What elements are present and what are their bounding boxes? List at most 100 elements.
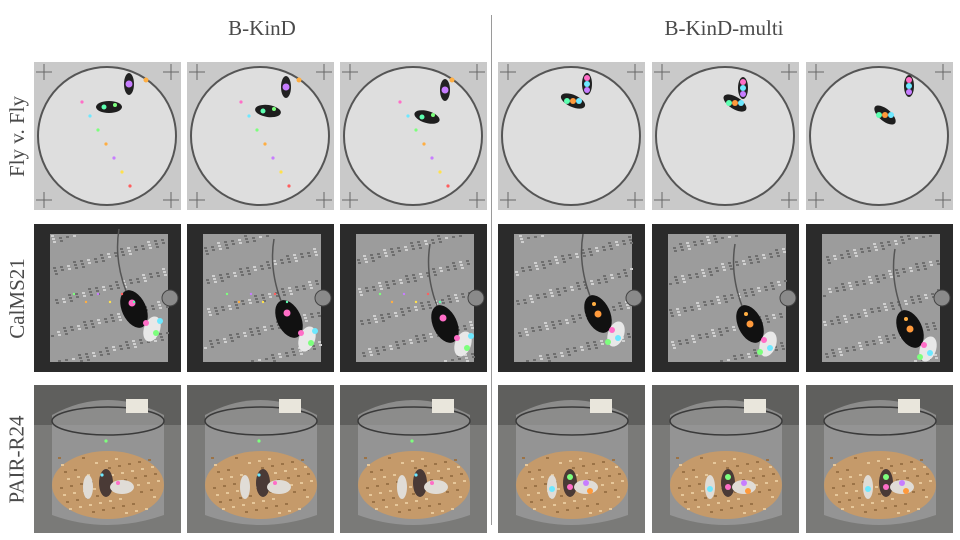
- keypoint-marker: [592, 302, 596, 306]
- keypoint-marker: [101, 104, 107, 110]
- frame-mouse-6: [806, 224, 953, 372]
- keypoint-marker: [125, 80, 133, 88]
- keypoint-marker: [449, 77, 455, 83]
- keypoint-marker: [260, 108, 266, 114]
- keypoint-marker: [414, 300, 418, 304]
- keypoint-marker: [439, 314, 447, 322]
- keypoint-marker: [112, 156, 116, 160]
- keypoint-marker: [390, 300, 394, 304]
- keypoint-marker: [88, 114, 92, 118]
- keypoint-marker: [567, 484, 573, 490]
- keypoint-marker: [468, 333, 474, 339]
- keypoint-marker: [100, 473, 104, 477]
- row-label-calms21: CalMS21: [4, 257, 29, 339]
- keypoint-marker: [237, 300, 241, 304]
- frame-image: [806, 224, 953, 372]
- mouse-dark: [256, 469, 270, 497]
- fly-body: [96, 101, 122, 113]
- keypoint-marker: [430, 156, 434, 160]
- keypoint-marker: [888, 112, 894, 118]
- keypoint-marker: [419, 114, 425, 120]
- frame-image: [340, 62, 487, 210]
- keypoint-marker: [741, 480, 747, 486]
- keypoint-marker: [378, 292, 382, 296]
- keypoint-marker: [153, 330, 159, 336]
- group-divider: [491, 15, 492, 525]
- keypoint-marker: [128, 184, 132, 188]
- keypoint-marker: [257, 473, 261, 477]
- keypoint-marker: [132, 300, 136, 304]
- keypoint-marker: [116, 481, 120, 485]
- keypoint-marker: [430, 481, 434, 485]
- frame-mouse-3: [340, 224, 487, 372]
- keypoint-marker: [745, 488, 751, 494]
- keypoint-marker: [761, 337, 767, 343]
- keypoint-marker: [917, 354, 923, 360]
- frame-image: [806, 62, 953, 210]
- keypoint-marker: [261, 300, 265, 304]
- keypoint-marker: [282, 83, 290, 91]
- keypoint-marker: [296, 77, 302, 83]
- keypoint-marker: [402, 292, 406, 296]
- keypoint-marker: [927, 350, 933, 356]
- keypoint-marker: [414, 473, 418, 477]
- keypoint-marker: [570, 98, 576, 104]
- frame-image: [806, 385, 953, 533]
- keypoint-marker: [594, 310, 602, 318]
- keypoint-marker: [84, 300, 88, 304]
- keypoint-marker: [279, 170, 283, 174]
- mouse-dark: [721, 469, 735, 497]
- keypoint-marker: [726, 100, 732, 106]
- keypoint-marker: [120, 170, 124, 174]
- frame-image: [498, 62, 645, 210]
- keypoint-marker: [406, 114, 410, 118]
- keypoint-marker: [906, 325, 914, 333]
- keypoint-marker: [906, 77, 912, 83]
- frame-mouse-5: [652, 224, 799, 372]
- frame-mouse-2: [187, 224, 334, 372]
- keypoint-marker: [273, 481, 277, 485]
- mouse-dark: [879, 469, 893, 497]
- frame-pair-6: [806, 385, 953, 533]
- keypoint-marker: [414, 128, 418, 132]
- keypoint-marker: [225, 292, 229, 296]
- keypoint-marker: [464, 345, 470, 351]
- keypoint-marker: [96, 128, 100, 132]
- keypoint-marker: [441, 86, 449, 94]
- keypoint-marker: [615, 335, 621, 341]
- frame-image: [187, 62, 334, 210]
- keypoint-marker: [882, 112, 888, 118]
- frame-fly-6: [806, 62, 953, 210]
- frame-image: [340, 224, 487, 372]
- row-label-pair-r24: PAIR-R24: [4, 415, 29, 503]
- frame-fly-2: [187, 62, 334, 210]
- keypoint-marker: [584, 75, 590, 81]
- frame-fly-4: [498, 62, 645, 210]
- keypoint-marker: [584, 87, 590, 93]
- keypoint-marker: [285, 300, 289, 304]
- keypoint-marker: [454, 335, 460, 341]
- keypoint-marker: [271, 156, 275, 160]
- frame-image: [652, 385, 799, 533]
- keypoint-marker: [605, 339, 611, 345]
- frame-mouse-4: [498, 224, 645, 372]
- keypoint-marker: [96, 292, 100, 296]
- keypoint-marker: [767, 345, 773, 351]
- keypoint-marker: [564, 98, 570, 104]
- keypoint-marker: [567, 474, 573, 480]
- keypoint-marker: [257, 439, 261, 443]
- keypoint-marker: [906, 89, 912, 95]
- keypoint-marker: [104, 439, 108, 443]
- mouse-black: [120, 290, 148, 328]
- keypoint-marker: [707, 486, 713, 492]
- keypoint-marker: [738, 100, 744, 106]
- keypoint-marker: [903, 488, 909, 494]
- mouse-black: [275, 300, 303, 338]
- keypoint-marker: [899, 480, 905, 486]
- mouse-dark: [413, 469, 427, 497]
- keypoint-marker: [249, 292, 253, 296]
- keypoint-marker: [740, 91, 746, 97]
- keypoint-marker: [725, 474, 731, 480]
- keypoint-marker: [740, 79, 746, 85]
- keypoint-marker: [426, 292, 430, 296]
